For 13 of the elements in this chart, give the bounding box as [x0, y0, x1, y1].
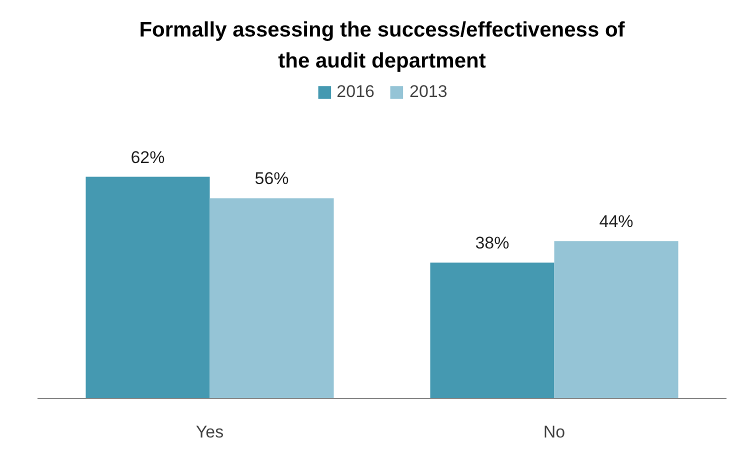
x-tick-label: Yes — [196, 422, 224, 442]
x-tick-label: No — [543, 422, 566, 442]
bar — [554, 241, 678, 398]
data-label: 44% — [599, 212, 634, 232]
data-label: 38% — [475, 234, 510, 253]
legend-label: 2013 — [410, 82, 448, 102]
data-label: 56% — [254, 169, 289, 188]
data-label: 62% — [130, 148, 165, 167]
bar — [210, 198, 334, 398]
bar — [86, 176, 210, 398]
bar — [430, 262, 554, 398]
chart-title: Formally assessing the success/effectiveness of the audit department — [139, 18, 626, 73]
legend-label: 2016 — [336, 82, 374, 102]
